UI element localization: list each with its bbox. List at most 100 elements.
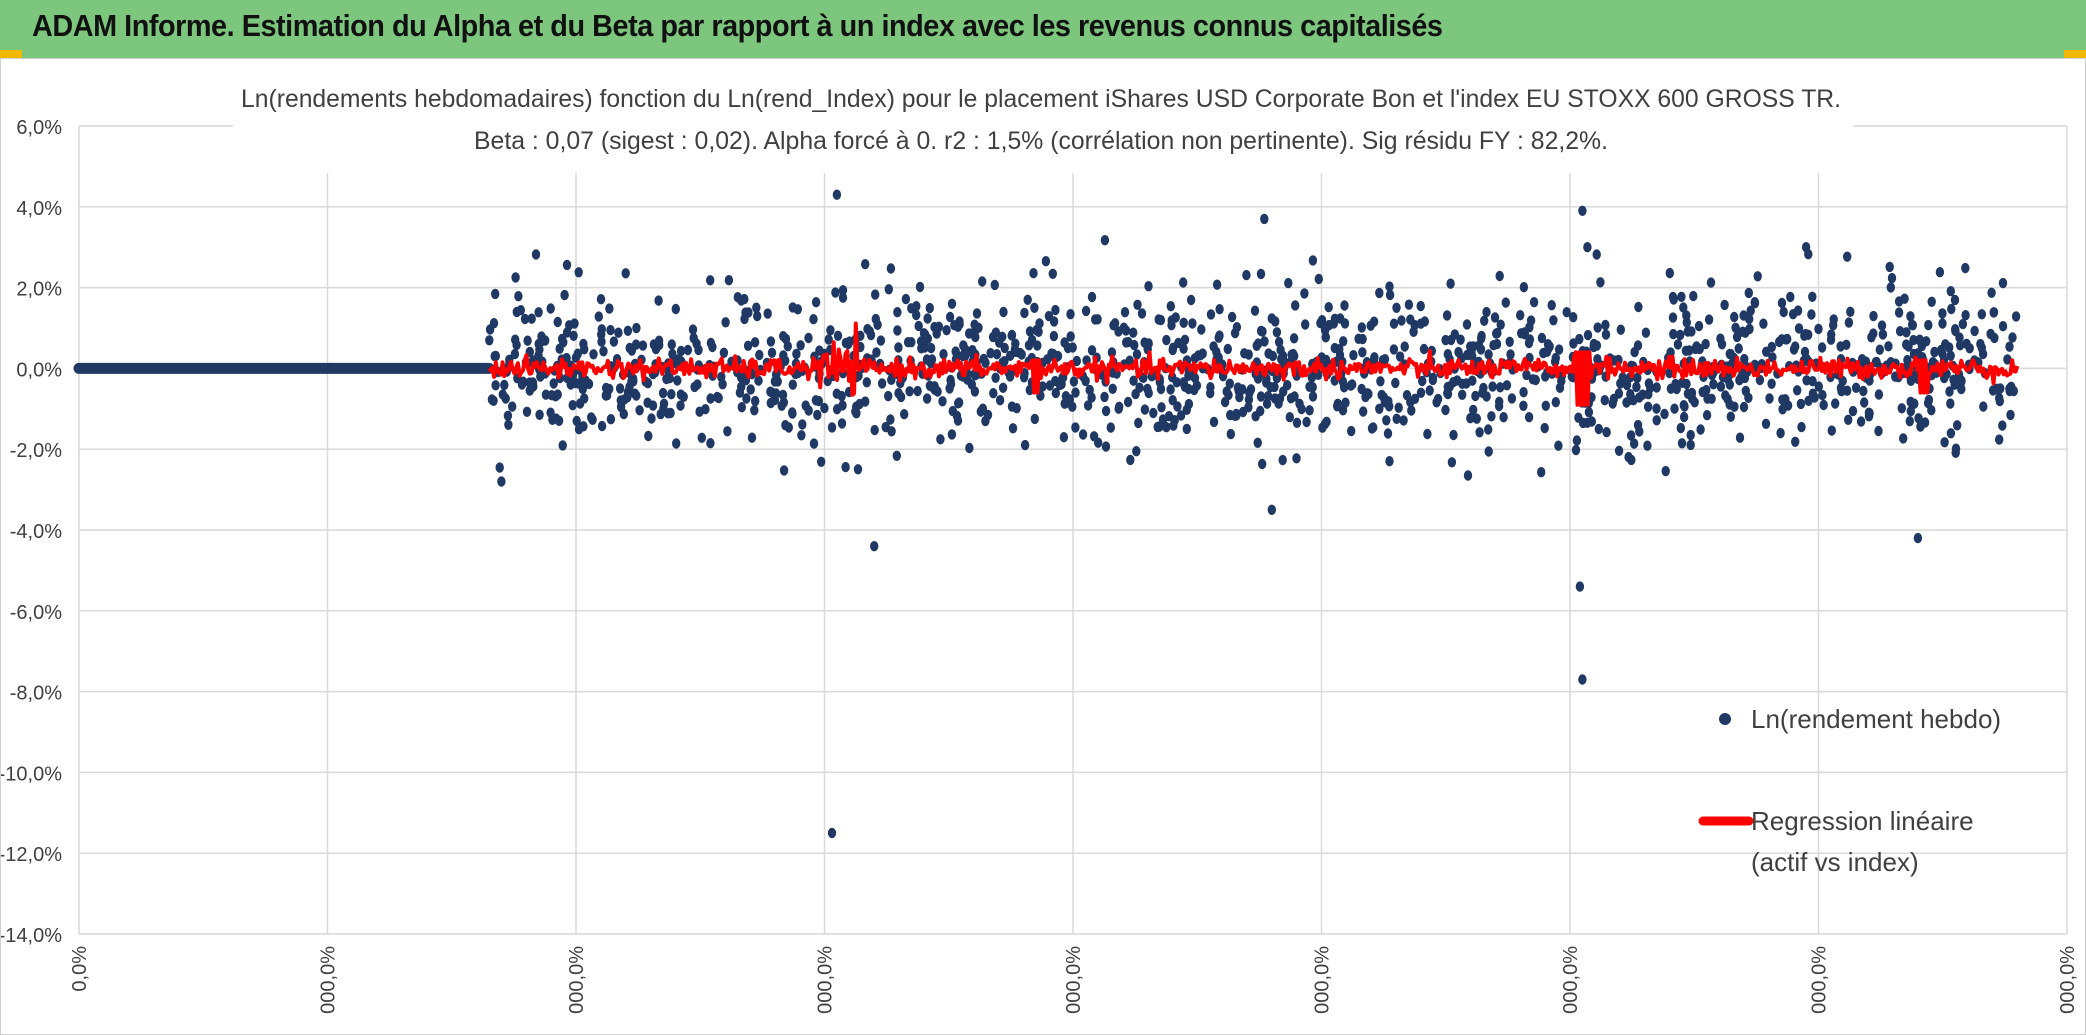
scatter-point (1463, 470, 1473, 481)
scatter-point (1130, 339, 1139, 351)
scatter-point (737, 402, 746, 413)
scatter-point (1081, 305, 1091, 317)
scatter-point (1776, 427, 1785, 439)
scatter-point (1557, 375, 1566, 387)
scatter-point (1531, 374, 1540, 386)
scatter-point (1978, 348, 1988, 360)
scatter-point (1017, 349, 1026, 360)
scatter-point (930, 321, 939, 333)
scatter-point (1051, 304, 1060, 316)
scatter-point (1914, 413, 1923, 424)
scatter-point (1308, 255, 1318, 266)
scatter-point (1740, 353, 1749, 365)
scatter-point (500, 379, 509, 391)
scatter-point (1330, 342, 1340, 354)
scatter-point (771, 369, 781, 380)
scatter-point (1182, 423, 1192, 435)
scatter-point (1477, 330, 1486, 342)
scatter-point (1215, 330, 1224, 341)
scatter-point (1676, 329, 1685, 341)
scatter-point (1857, 354, 1867, 365)
scatter-point (1516, 310, 1525, 321)
scatter-point (1359, 406, 1368, 417)
scatter-point (1126, 454, 1135, 466)
scatter-point (1270, 381, 1279, 393)
scatter-point (1140, 337, 1149, 348)
scatter-point (534, 338, 543, 350)
scatter-point (1100, 391, 1109, 403)
scatter-point (1245, 387, 1254, 399)
scatter-point (936, 434, 945, 445)
scatter-point (1750, 297, 1760, 308)
scatter-point (1484, 446, 1493, 457)
scatter-point (1223, 343, 1233, 355)
scatter-point (1735, 375, 1744, 386)
scatter-point (631, 339, 641, 350)
scatter-point (1488, 381, 1497, 392)
scatter-point (1495, 270, 1504, 282)
scatter-point (999, 306, 1008, 318)
scatter-point (672, 438, 681, 449)
scatter-point (1441, 404, 1450, 416)
x-tick-label: 000,0% (815, 946, 837, 1014)
scatter-point (1122, 337, 1131, 348)
scatter-point (1701, 338, 1710, 350)
scatter-point (1389, 318, 1399, 329)
scatter-point (1900, 293, 1909, 304)
scatter-point (901, 293, 911, 305)
scatter-point (1995, 434, 2004, 445)
scatter-point (1951, 447, 1960, 458)
scatter-point (1133, 299, 1142, 310)
scatter-point (1406, 314, 1415, 325)
scatter-point (597, 324, 606, 335)
scatter-point (1537, 332, 1547, 344)
scatter-point (986, 348, 995, 359)
scatter-point (1802, 375, 1811, 386)
scatter-point (623, 325, 633, 336)
scatter-point (755, 349, 764, 361)
scatter-point (989, 388, 998, 399)
scatter-point (1382, 415, 1391, 426)
scatter-point (861, 259, 870, 270)
scatter-point (1325, 319, 1334, 331)
scatter-point (1496, 319, 1505, 330)
scatter-point (1232, 322, 1242, 333)
scatter-point (1979, 401, 1988, 412)
scatter-point (1212, 279, 1222, 290)
scatter-point (1930, 346, 1939, 358)
scatter-point (892, 450, 901, 461)
scatter-point (1132, 349, 1142, 360)
scatter-point (970, 319, 979, 330)
scatter-point (1286, 393, 1296, 404)
scatter-point (1397, 315, 1406, 326)
scatter-point (991, 372, 1000, 383)
scatter-point (1256, 405, 1265, 417)
scatter-point (616, 395, 625, 406)
scatter-point (1190, 384, 1199, 396)
scatter-point (1051, 387, 1061, 399)
scatter-point (1446, 334, 1456, 346)
scatter-point (1632, 381, 1641, 393)
scatter-point (1226, 428, 1236, 440)
scatter-point (1781, 394, 1790, 405)
scatter-point (1402, 390, 1412, 401)
scatter-point (1909, 334, 1918, 346)
report-banner: ADAM Informe. Estimation du Alpha et du … (0, 0, 2086, 59)
scatter-point (1489, 340, 1498, 351)
scatter-point (1797, 421, 1806, 433)
scatter-point (1206, 382, 1215, 393)
scatter-point (546, 407, 555, 418)
scatter-point (1682, 310, 1691, 321)
scatter-point (1409, 326, 1418, 337)
scatter-point (1462, 319, 1472, 330)
scatter-point (1308, 391, 1318, 402)
scatter-point (861, 396, 870, 407)
scatter-point (1292, 417, 1302, 428)
scatter-point (853, 464, 863, 475)
scatter-point (1644, 389, 1653, 400)
scatter-point (1107, 347, 1117, 358)
scatter-point (950, 320, 959, 331)
scatter-point (1950, 294, 1960, 306)
scatter-point (1072, 355, 1082, 367)
scatter-point (1499, 412, 1508, 423)
